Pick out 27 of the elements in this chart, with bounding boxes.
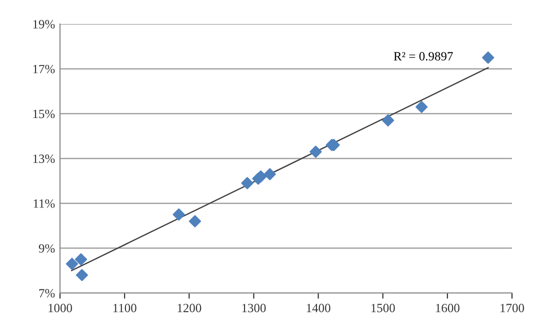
point <box>188 215 202 228</box>
x-tick-label: 1600 <box>436 304 460 312</box>
y-tick-label: 19% <box>33 20 55 28</box>
x-tick-label: 1100 <box>113 304 136 312</box>
x-tick-label: 1500 <box>371 304 395 312</box>
point <box>74 253 88 266</box>
y-tick-label: 17% <box>33 64 55 74</box>
y-tick-label: 15% <box>33 110 55 118</box>
x-tick-label: 1400 <box>306 304 330 312</box>
point <box>172 208 185 221</box>
x-tick-label: 1000 <box>48 304 72 312</box>
point <box>382 114 394 126</box>
point <box>241 177 254 190</box>
y-tick-label: 13% <box>33 154 55 163</box>
point <box>66 258 78 270</box>
y-tick-label: 7% <box>39 289 55 298</box>
y-tick-label: 11% <box>34 199 55 208</box>
point <box>310 146 322 158</box>
x-tick-label: 1200 <box>178 304 202 312</box>
y-tick-label: 9% <box>38 244 55 253</box>
point <box>76 268 88 282</box>
point <box>264 168 276 180</box>
point <box>416 100 428 114</box>
annotation: R² = 0.9897 <box>394 52 453 61</box>
x-tick-label: 1700 <box>500 304 524 312</box>
x-tick-label: 1300 <box>242 304 266 312</box>
point <box>482 52 494 64</box>
